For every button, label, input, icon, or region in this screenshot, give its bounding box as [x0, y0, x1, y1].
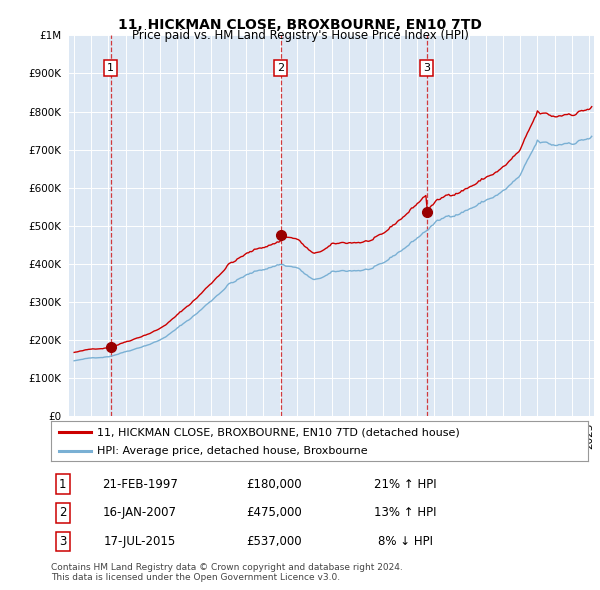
- Text: 17-JUL-2015: 17-JUL-2015: [103, 535, 176, 548]
- Text: 3: 3: [59, 535, 67, 548]
- Text: 16-JAN-2007: 16-JAN-2007: [103, 506, 176, 519]
- Text: 8% ↓ HPI: 8% ↓ HPI: [378, 535, 433, 548]
- Text: £537,000: £537,000: [246, 535, 302, 548]
- Text: £180,000: £180,000: [246, 477, 302, 490]
- Text: 2: 2: [277, 63, 284, 73]
- Text: 1: 1: [107, 63, 114, 73]
- Text: 21-FEB-1997: 21-FEB-1997: [101, 477, 178, 490]
- Text: HPI: Average price, detached house, Broxbourne: HPI: Average price, detached house, Brox…: [97, 445, 367, 455]
- Text: 2: 2: [59, 506, 67, 519]
- Text: 21% ↑ HPI: 21% ↑ HPI: [374, 477, 437, 490]
- Text: 1: 1: [59, 477, 67, 490]
- Text: 13% ↑ HPI: 13% ↑ HPI: [374, 506, 437, 519]
- Text: This data is licensed under the Open Government Licence v3.0.: This data is licensed under the Open Gov…: [51, 573, 340, 582]
- Text: 11, HICKMAN CLOSE, BROXBOURNE, EN10 7TD (detached house): 11, HICKMAN CLOSE, BROXBOURNE, EN10 7TD …: [97, 427, 460, 437]
- Text: Price paid vs. HM Land Registry's House Price Index (HPI): Price paid vs. HM Land Registry's House …: [131, 30, 469, 42]
- Text: £475,000: £475,000: [246, 506, 302, 519]
- Text: 3: 3: [423, 63, 430, 73]
- Text: Contains HM Land Registry data © Crown copyright and database right 2024.: Contains HM Land Registry data © Crown c…: [51, 563, 403, 572]
- Text: 11, HICKMAN CLOSE, BROXBOURNE, EN10 7TD: 11, HICKMAN CLOSE, BROXBOURNE, EN10 7TD: [118, 18, 482, 32]
